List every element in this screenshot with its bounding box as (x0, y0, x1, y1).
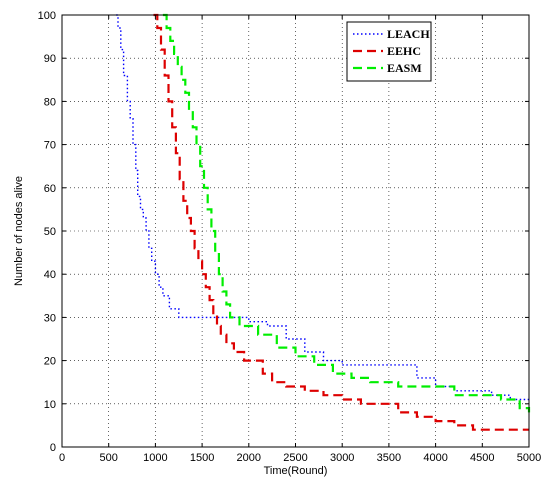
y-tick-label: 50 (44, 226, 56, 238)
x-tick-label: 2000 (237, 452, 261, 464)
x-tick-label: 1000 (143, 452, 167, 464)
legend-label-eehc: EEHC (387, 44, 421, 58)
x-tick-label: 5000 (517, 452, 541, 464)
y-tick-label: 60 (44, 183, 56, 195)
series-line-easm (162, 13, 531, 413)
series-line-eehc (153, 13, 529, 431)
y-tick-label: 30 (44, 312, 56, 324)
y-tick-label: 0 (50, 442, 56, 454)
x-tick-label: 0 (59, 452, 65, 464)
legend: LEACH EEHC EASM (346, 21, 432, 82)
y-tick-label: 90 (44, 53, 56, 65)
y-tick-label: 80 (44, 96, 56, 108)
x-tick-label: 4000 (423, 452, 447, 464)
y-axis-title: Number of nodes alive (13, 176, 25, 286)
x-tick-label: 500 (100, 452, 118, 464)
y-tick-label: 10 (44, 399, 56, 411)
x-tick-label: 3000 (330, 452, 354, 464)
y-tick-label: 40 (44, 269, 56, 281)
x-tick-label: 2500 (283, 452, 307, 464)
x-tick-label: 3500 (377, 452, 401, 464)
data-series (116, 13, 531, 431)
grid-lines (62, 15, 529, 447)
y-tick-label: 70 (44, 140, 56, 152)
y-tick-label: 20 (44, 356, 56, 368)
axis-ticks: 0 500 1000 1500 2000 2500 3000 3500 4000 4500 5000… (38, 10, 542, 464)
series-line-leach (116, 14, 529, 401)
legend-label-leach: LEACH (387, 27, 430, 41)
y-tick-label: 100 (38, 10, 56, 22)
x-axis-title: Time(Round) (264, 465, 328, 477)
legend-label-easm: EASM (387, 61, 422, 75)
x-tick-label: 1500 (190, 452, 214, 464)
x-tick-label: 4500 (470, 452, 494, 464)
